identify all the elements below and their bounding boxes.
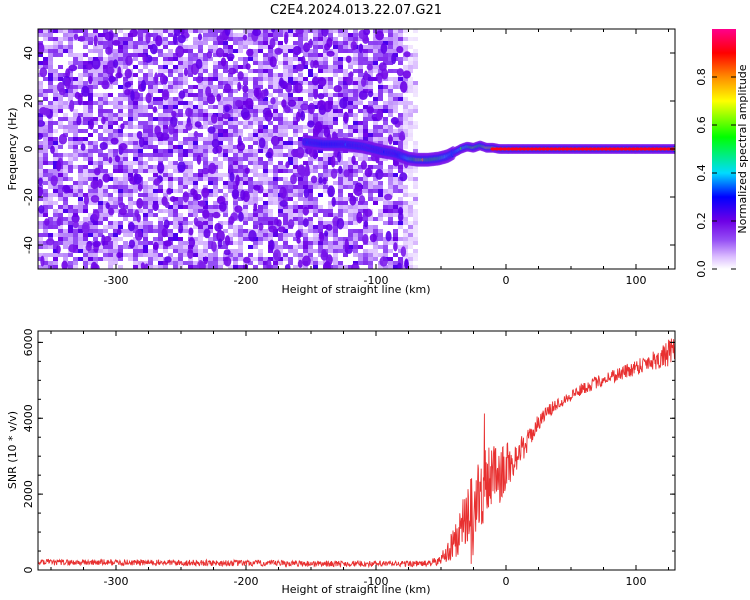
colorbar-tick-label: 0.8 — [695, 68, 708, 86]
colorbar-tick-label: 0.6 — [695, 116, 708, 134]
spectrogram-ytick-label: 40 — [22, 46, 35, 60]
snr-xtick-label: 0 — [503, 575, 510, 588]
colorbar-tick-label: 0.0 — [695, 260, 708, 278]
colorbar-ticks: 0.0 0.2 0.4 0.6 0.8 — [695, 68, 736, 278]
spectrogram-ytick-label: -40 — [22, 236, 35, 254]
spectrogram-ytick-label: 20 — [22, 94, 35, 108]
spectrogram-ytick-label: 0 — [22, 146, 35, 153]
snr-frame — [37, 330, 676, 571]
colorbar-tick-label: 0.2 — [695, 212, 708, 230]
spectrogram-xtick-label: -200 — [234, 274, 259, 287]
colorbar-gradient — [712, 29, 736, 269]
spectrogram-xtick-label: 0 — [503, 274, 510, 287]
frequency-ridge — [301, 134, 675, 167]
snr-xtick-label: 100 — [626, 575, 647, 588]
snr-xtick-label: -100 — [364, 575, 389, 588]
snr-xlabel: Height of straight line (km) — [281, 583, 430, 596]
snr-ytick-label: 0 — [22, 567, 35, 574]
snr-line — [38, 338, 675, 569]
chart-title: C2E4.2024.013.22.07.G21 — [270, 3, 442, 18]
snr-xtick-label: -200 — [234, 575, 259, 588]
snr-ytick-label: 4000 — [22, 404, 35, 432]
colorbar-label: Normalized spectral amplitude — [736, 64, 749, 233]
snr-xtick-label: -300 — [104, 575, 129, 588]
snr-ytick-label: 2000 — [22, 480, 35, 508]
spectrogram-xtick-label: -100 — [364, 274, 389, 287]
colorbar: 0.0 0.2 0.4 0.6 0.8 Normalized spectral ampl… — [695, 29, 749, 278]
noise-region — [38, 29, 418, 269]
snr-ytick-label: 6000 — [22, 328, 35, 356]
colorbar-tick-label: 0.4 — [695, 164, 708, 182]
snr-ylabel: SNR (10 * v/v) — [6, 411, 19, 489]
spectrogram-ytick-label: -20 — [22, 188, 35, 206]
spectrogram-xtick-label: 100 — [626, 274, 647, 287]
spectrogram-ylabel: Frequency (Hz) — [6, 108, 19, 191]
spectrogram-xlabel: Height of straight line (km) — [281, 283, 430, 296]
spectrogram-xtick-label: -300 — [104, 274, 129, 287]
